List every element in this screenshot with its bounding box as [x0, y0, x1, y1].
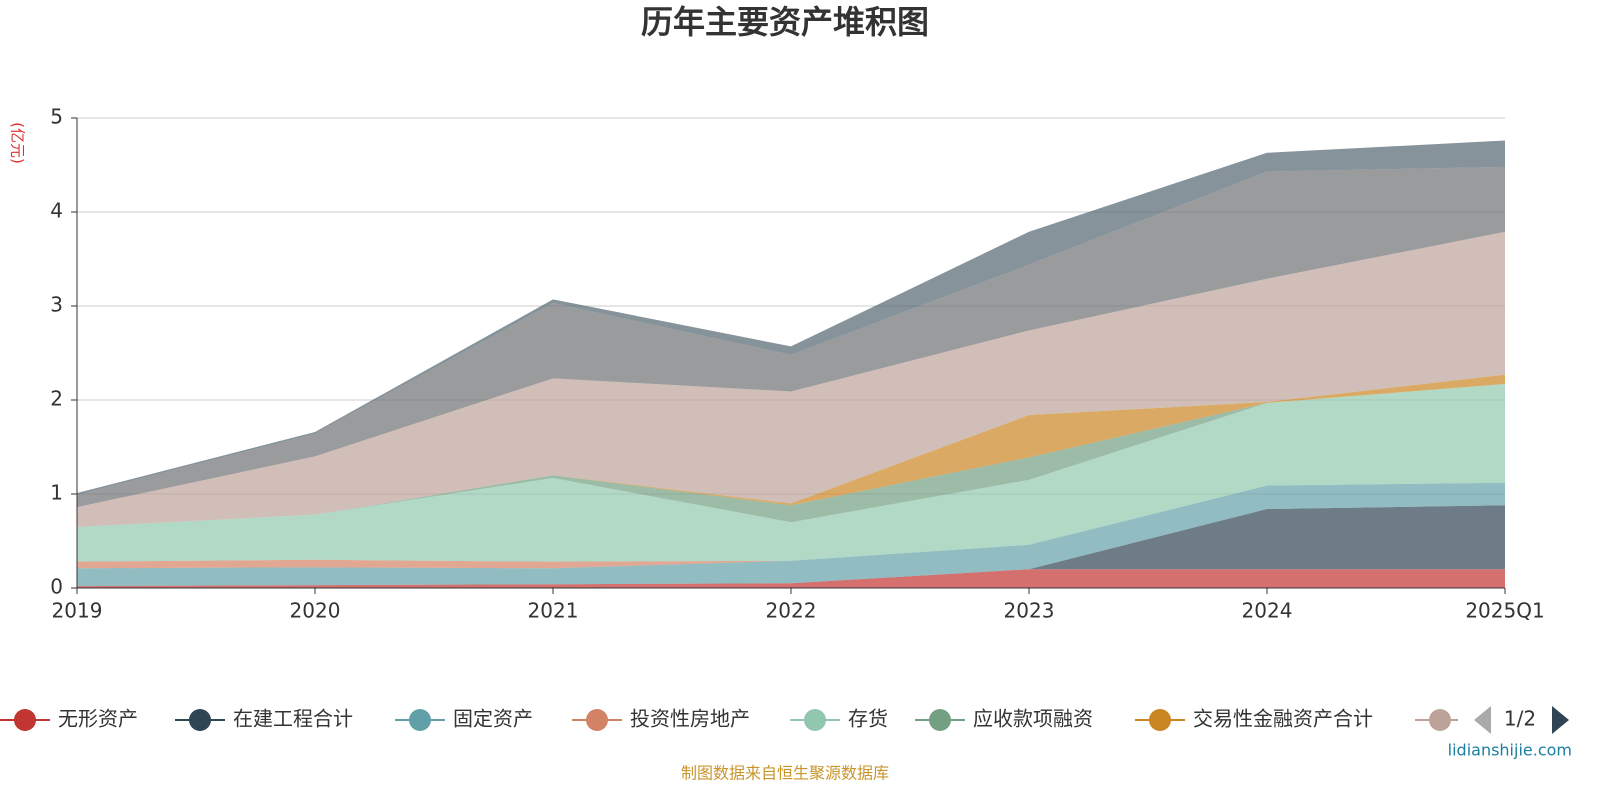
y-tick-label: 4	[50, 199, 63, 223]
x-tick-label: 2020	[290, 599, 341, 623]
x-tick-label: 2019	[52, 599, 103, 623]
legend-page: 1/2	[1504, 707, 1536, 731]
legend-label: 投资性房地产	[630, 707, 750, 731]
legend-marker	[804, 709, 826, 731]
y-tick-label: 5	[50, 105, 63, 129]
plot: 0 1 2 3 4 5 2019 2020 2021 2022 2023 2024 2025Q1	[50, 105, 1544, 623]
legend-label: 固定资产	[453, 707, 533, 731]
legend-marker	[586, 709, 608, 731]
area	[77, 384, 1505, 562]
watermark: lidianshijie.com	[1448, 741, 1572, 760]
legend-marker	[1429, 709, 1451, 731]
chart-title: 历年主要资产堆积图	[641, 3, 929, 41]
x-tick-label: 2022	[766, 599, 817, 623]
legend-marker	[929, 709, 951, 731]
y-axis-label: (亿元)	[9, 122, 27, 164]
area	[77, 482, 1505, 587]
legend-label: 应收款项融资	[973, 707, 1093, 731]
source-note: 制图数据来自恒生聚源数据库	[681, 764, 889, 783]
legend-marker	[409, 709, 431, 731]
x-tick-label: 2021	[528, 599, 579, 623]
legend-marker	[14, 709, 36, 731]
area	[77, 166, 1505, 508]
legend-label: 存货	[848, 707, 888, 731]
area	[77, 505, 1505, 587]
x-tick-label: 2024	[1242, 599, 1293, 623]
area	[77, 569, 1505, 588]
legend-prev[interactable]	[1474, 706, 1491, 734]
legend-label: 在建工程合计	[233, 707, 353, 731]
area	[77, 374, 1505, 527]
legend-marker	[1149, 709, 1171, 731]
legend-marker	[189, 709, 211, 731]
y-tick-label: 2	[50, 387, 63, 411]
x-tick-label: 2025Q1	[1465, 599, 1544, 623]
y-tick-label: 1	[50, 481, 63, 505]
legend-next[interactable]	[1552, 706, 1569, 734]
legend-label: 交易性金融资产合计	[1193, 707, 1373, 731]
legend-items: 无形资产 在建工程合计 固定资产 投资性房地产 存货 应收款项融资 交易性金融资产合计	[0, 707, 1458, 731]
y-tick-label: 3	[50, 293, 63, 317]
x-tick-label: 2023	[1004, 599, 1055, 623]
legend: 无形资产 在建工程合计 固定资产 投资性房地产 存货 应收款项融资 交易性金融资产合计	[0, 707, 1458, 731]
area	[77, 231, 1505, 527]
legend-label: 无形资产	[58, 707, 138, 731]
y-tick-label: 0	[50, 575, 63, 599]
